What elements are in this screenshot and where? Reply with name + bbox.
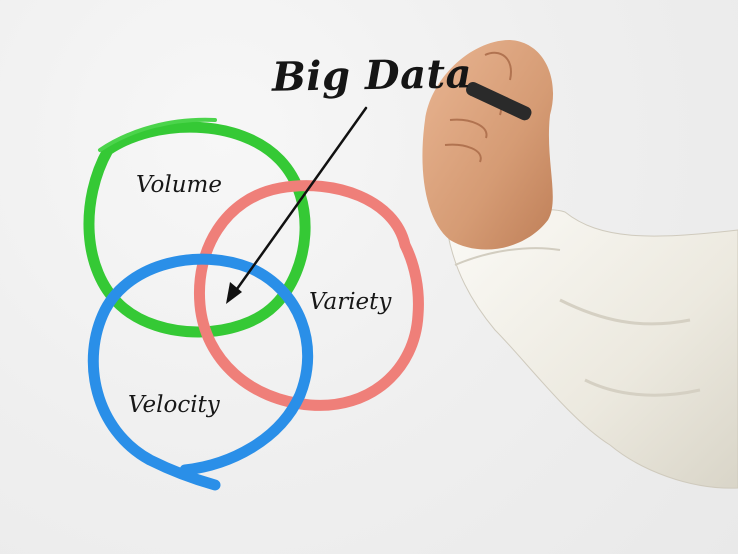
cuff-line [454, 247, 561, 266]
finger [444, 143, 482, 163]
hand [422, 40, 554, 250]
variety-label: Variety [309, 289, 392, 315]
volume-label: Volume [136, 172, 222, 198]
velocity-circle [87, 253, 314, 491]
shirt-fold [559, 298, 691, 326]
shirt-sleeve [447, 209, 738, 489]
variety-circle [193, 180, 424, 411]
arrow-head [226, 282, 242, 304]
thumb [484, 51, 512, 81]
finger [449, 118, 488, 139]
marker [466, 81, 532, 121]
big-data-title: Big Data [271, 50, 473, 101]
velocity-label: Velocity [128, 392, 220, 418]
volume-circle [83, 121, 311, 338]
shirt-fold [584, 378, 701, 397]
volume-circle-tail [98, 117, 217, 152]
arrow-line [230, 106, 368, 298]
